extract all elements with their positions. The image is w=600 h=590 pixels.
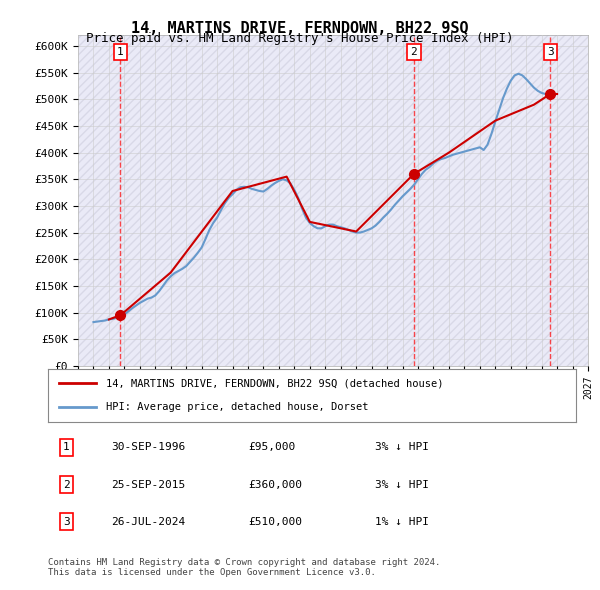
- Text: £510,000: £510,000: [248, 517, 302, 527]
- Text: 3% ↓ HPI: 3% ↓ HPI: [376, 442, 430, 453]
- Text: 14, MARTINS DRIVE, FERNDOWN, BH22 9SQ: 14, MARTINS DRIVE, FERNDOWN, BH22 9SQ: [131, 21, 469, 35]
- Text: 3% ↓ HPI: 3% ↓ HPI: [376, 480, 430, 490]
- Text: 30-SEP-1996: 30-SEP-1996: [112, 442, 185, 453]
- Text: 3: 3: [63, 517, 70, 527]
- Text: HPI: Average price, detached house, Dorset: HPI: Average price, detached house, Dors…: [106, 402, 368, 412]
- Text: 1% ↓ HPI: 1% ↓ HPI: [376, 517, 430, 527]
- Text: 2: 2: [63, 480, 70, 490]
- Text: 25-SEP-2015: 25-SEP-2015: [112, 480, 185, 490]
- Text: 2: 2: [410, 47, 417, 57]
- Text: Contains HM Land Registry data © Crown copyright and database right 2024.
This d: Contains HM Land Registry data © Crown c…: [48, 558, 440, 577]
- Text: 14, MARTINS DRIVE, FERNDOWN, BH22 9SQ (detached house): 14, MARTINS DRIVE, FERNDOWN, BH22 9SQ (d…: [106, 378, 443, 388]
- Text: 1: 1: [117, 47, 124, 57]
- Text: 1: 1: [63, 442, 70, 453]
- Text: 26-JUL-2024: 26-JUL-2024: [112, 517, 185, 527]
- Text: £360,000: £360,000: [248, 480, 302, 490]
- Text: Price paid vs. HM Land Registry's House Price Index (HPI): Price paid vs. HM Land Registry's House …: [86, 32, 514, 45]
- Text: 3: 3: [547, 47, 554, 57]
- Text: £95,000: £95,000: [248, 442, 296, 453]
